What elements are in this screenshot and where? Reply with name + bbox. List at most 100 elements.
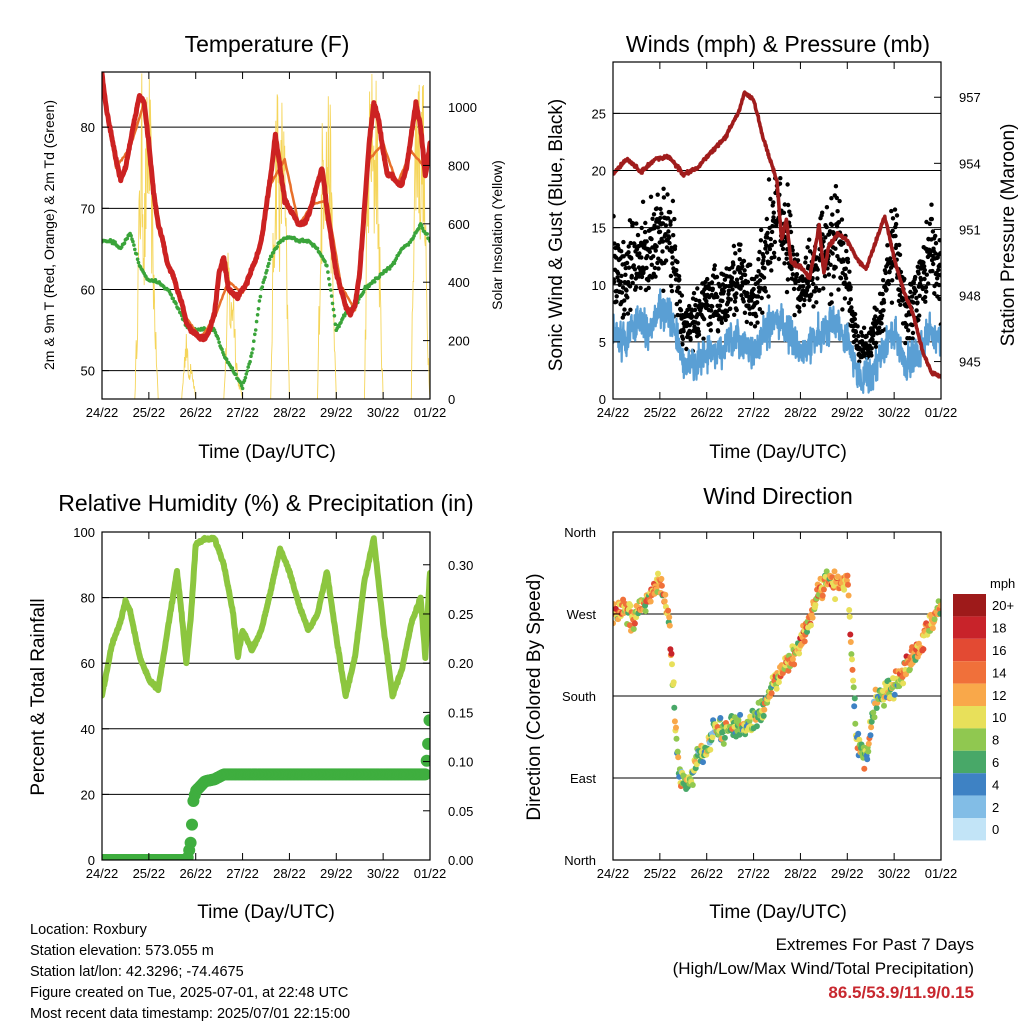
gust-point — [633, 285, 639, 290]
y2-tick-label: 948 — [959, 288, 981, 303]
gust-point — [744, 290, 750, 296]
dewpoint-point — [129, 233, 133, 238]
gust-point — [787, 209, 792, 214]
precip-point — [186, 818, 198, 831]
y-tick-label: North — [564, 853, 596, 868]
gust-point — [632, 244, 637, 249]
gust-point — [668, 222, 673, 227]
gust-point — [696, 321, 701, 326]
gust-point — [709, 280, 715, 285]
direction-point — [647, 598, 654, 605]
gust-point — [790, 272, 796, 277]
gust-point — [884, 287, 889, 292]
gust-point — [661, 288, 666, 293]
gust-point — [757, 307, 762, 312]
gust-point — [755, 300, 760, 305]
dewpoint-point — [250, 351, 254, 355]
direction-point — [856, 736, 863, 743]
gust-point — [653, 274, 658, 279]
gust-point — [911, 300, 916, 305]
gust-point — [922, 294, 928, 300]
gust-point — [756, 269, 761, 274]
gust-point — [805, 280, 810, 285]
x-tick-label: 25/22 — [133, 405, 166, 420]
gust-point — [624, 288, 629, 293]
gust-point — [719, 317, 724, 322]
rh-line — [102, 534, 430, 700]
gust-point — [733, 251, 738, 256]
gust-point — [668, 219, 673, 224]
gust-point — [842, 296, 848, 301]
gust-point — [908, 289, 913, 295]
gust-point — [770, 223, 775, 229]
gust-point — [664, 245, 670, 250]
gust-point — [669, 245, 674, 250]
direction-point — [630, 626, 637, 632]
gust-point — [806, 284, 811, 289]
gust-point — [886, 281, 891, 287]
gust-point — [719, 320, 724, 325]
direction-point — [665, 607, 672, 614]
x-tick-label: 28/22 — [784, 405, 817, 420]
chart-title: Relative Humidity (%) & Precipitation (i… — [58, 490, 473, 516]
plot-frame — [101, 71, 431, 400]
gust-point — [855, 324, 860, 329]
extremes-legend: (High/Low/Max Wind/Total Precipitation) — [672, 959, 974, 978]
gust-point — [613, 279, 617, 285]
gust-point — [927, 221, 932, 226]
gust-point — [721, 289, 726, 294]
gust-point — [645, 253, 650, 259]
gust-point — [752, 324, 758, 329]
direction-point — [627, 602, 634, 609]
dewpoint-point — [125, 236, 130, 241]
dewpoint-point — [329, 294, 334, 298]
direction-point — [851, 703, 858, 710]
x-tick-label: 28/22 — [273, 405, 306, 420]
direction-point — [671, 718, 678, 725]
dewpoint-point — [245, 369, 250, 373]
gust-point — [650, 216, 655, 221]
gust-point — [614, 294, 619, 299]
y-tick-label: North — [564, 525, 596, 540]
x-tick-label: 28/22 — [784, 866, 817, 881]
dewpoint-point — [275, 245, 280, 249]
gust-point — [797, 309, 802, 314]
gust-point — [883, 270, 888, 276]
gust-point — [619, 273, 624, 279]
gust-point — [778, 176, 783, 181]
gust-point — [695, 286, 700, 291]
gust-point — [909, 294, 915, 299]
gust-point — [782, 261, 787, 266]
direction-point — [666, 614, 673, 621]
y2-axis-label: Station Pressure (Maroon) — [998, 124, 1019, 347]
gust-point — [667, 240, 672, 246]
gust-point — [745, 279, 751, 285]
dewpoint-point — [244, 372, 249, 376]
gust-point — [921, 260, 926, 265]
gust-point — [628, 307, 633, 312]
gust-point — [626, 244, 631, 249]
y2-tick-label: 954 — [959, 156, 981, 171]
direction-point — [883, 683, 890, 690]
direction-point — [820, 586, 827, 593]
gust-point — [626, 250, 631, 255]
dewpoint-point — [265, 268, 269, 273]
dewpoint-point — [246, 365, 250, 369]
y2-tick-label: 0.10 — [448, 755, 473, 770]
colorbar-swatch — [953, 795, 986, 818]
gust-point — [826, 272, 832, 277]
gust-point — [817, 287, 822, 293]
y2-tick-label: 400 — [448, 275, 470, 290]
x-tick-label: 24/22 — [86, 866, 119, 881]
gust-point — [772, 254, 777, 260]
gust-point — [833, 184, 839, 189]
gust-point — [747, 311, 753, 316]
x-tick-label: 30/22 — [878, 866, 911, 881]
gust-point — [658, 215, 663, 221]
gust-point — [803, 255, 809, 260]
direction-point — [717, 715, 724, 721]
gust-point — [755, 320, 760, 325]
gust-point — [869, 346, 874, 351]
gust-point — [623, 265, 628, 271]
dewpoint-point — [266, 264, 270, 269]
